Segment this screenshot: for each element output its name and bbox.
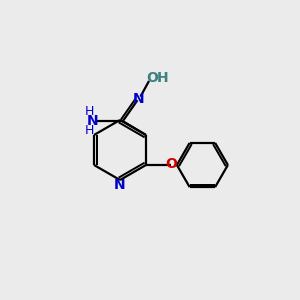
- Text: N: N: [114, 178, 126, 192]
- Text: H: H: [85, 124, 94, 137]
- Text: N: N: [87, 114, 99, 128]
- Text: O: O: [166, 157, 177, 170]
- Text: N: N: [133, 92, 145, 106]
- Text: O: O: [147, 71, 159, 85]
- Text: H: H: [157, 71, 168, 85]
- Text: H: H: [85, 105, 94, 118]
